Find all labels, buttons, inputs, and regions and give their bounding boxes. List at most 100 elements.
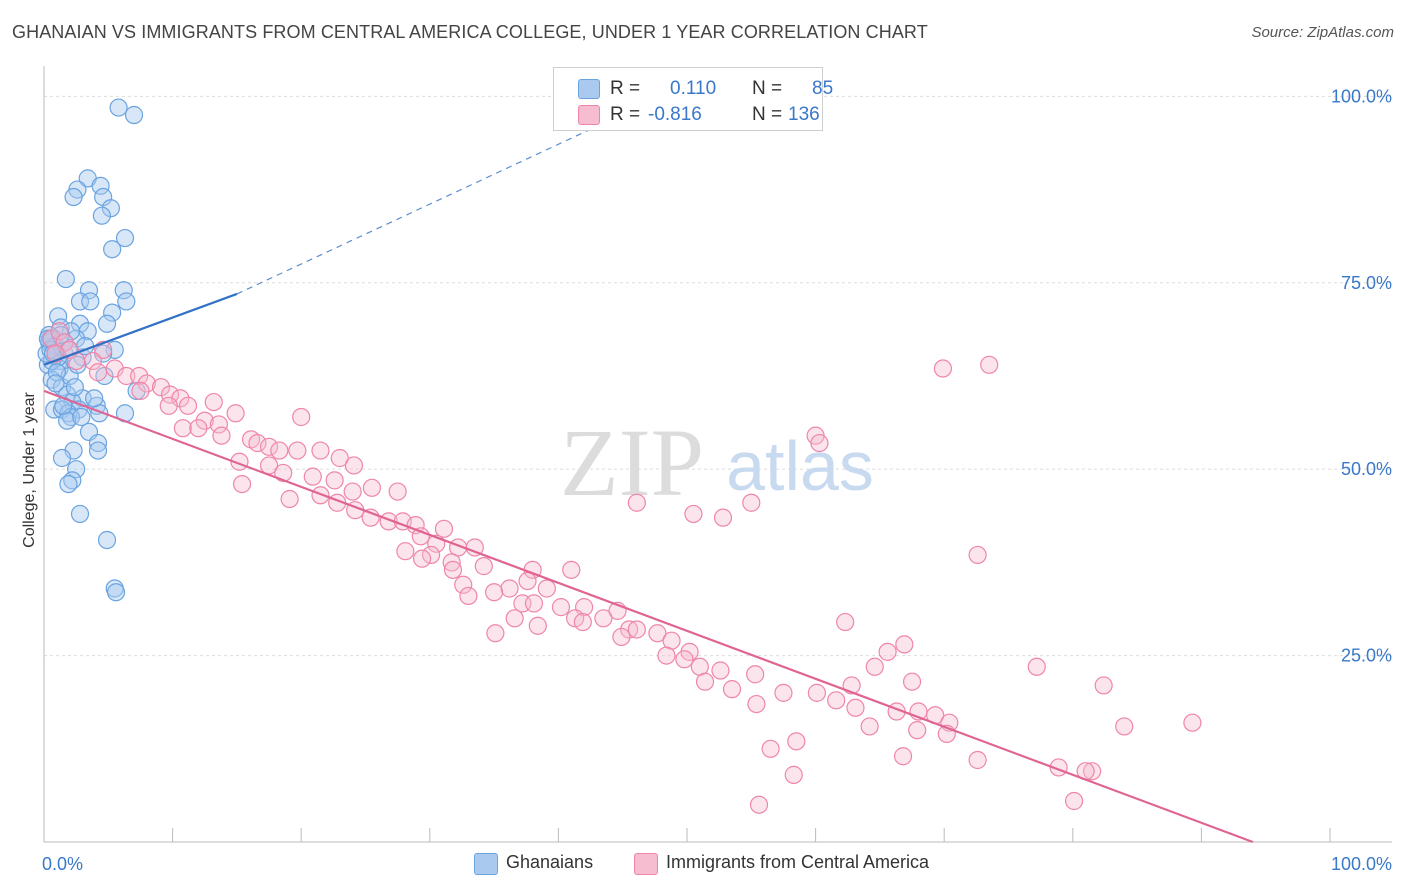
data-point-ghanaian: [88, 433, 108, 453]
legend-n-value-2: 136: [788, 104, 820, 125]
data-point-central-america: [827, 691, 846, 710]
legend-r-value-1: 0.110: [670, 78, 717, 99]
data-point-central-america: [1082, 762, 1102, 781]
data-point-central-america: [344, 456, 364, 475]
data-point-central-america: [1064, 791, 1084, 811]
data-point-ghanaian: [103, 303, 122, 322]
data-point-ghanaian: [81, 292, 100, 311]
data-point-central-america: [836, 612, 855, 632]
data-point-central-america: [627, 493, 646, 512]
data-point-central-america: [774, 683, 793, 702]
data-point-central-america: [562, 560, 581, 579]
legend-r-value-2: -0.816: [648, 104, 702, 125]
data-point-central-america: [908, 721, 927, 740]
data-point-central-america: [518, 571, 537, 591]
data-point-ghanaian: [64, 187, 83, 207]
x-tick-label: 100.0%: [1331, 854, 1392, 874]
data-point-central-america: [742, 493, 761, 512]
data-point-central-america: [459, 586, 478, 606]
data-point-central-america: [620, 620, 639, 639]
data-point-ghanaian: [88, 441, 108, 460]
legend-n-label: N =: [752, 104, 783, 125]
data-point-central-america: [933, 359, 953, 378]
data-point-central-america: [784, 765, 803, 784]
legend-swatch-blue: [474, 853, 498, 875]
data-point-central-america: [311, 441, 330, 460]
legend-swatch-pink: [578, 105, 600, 125]
data-point-central-america: [248, 433, 267, 453]
data-point-ghanaian: [103, 240, 122, 259]
data-point-ghanaian: [52, 448, 72, 468]
data-point-ghanaian: [117, 292, 136, 311]
data-point-central-america: [189, 419, 208, 438]
data-point-central-america: [807, 683, 826, 702]
data-point-central-america: [270, 441, 289, 460]
data-point-central-america: [442, 553, 461, 572]
data-point-ghanaian: [45, 400, 64, 419]
data-point-ghanaian: [65, 378, 84, 397]
data-point-central-america: [746, 665, 765, 684]
data-point-central-america: [747, 694, 766, 714]
data-point-central-america: [684, 504, 703, 524]
data-point-central-america: [486, 624, 505, 643]
data-point-central-america: [434, 519, 454, 538]
data-point-ghanaian: [109, 98, 128, 117]
data-point-central-america: [500, 579, 519, 598]
data-point-central-america: [711, 661, 730, 680]
data-point-central-america: [860, 717, 879, 736]
data-point-central-america: [722, 680, 742, 699]
y-tick-label: 50.0%: [1341, 459, 1392, 479]
y-tick-label: 100.0%: [1331, 86, 1392, 106]
data-point-central-america: [288, 441, 307, 460]
series-central-america-points: [42, 322, 1202, 814]
y-tick-label: 25.0%: [1341, 646, 1392, 666]
data-point-ghanaian: [97, 530, 117, 550]
data-point-central-america: [1027, 657, 1046, 676]
source-label: Source: ZipAtlas.com: [1251, 24, 1394, 41]
data-point-central-america: [846, 698, 865, 717]
data-point-central-america: [259, 437, 279, 456]
data-point-central-america: [209, 415, 228, 434]
data-point-ghanaian: [115, 228, 135, 248]
data-point-central-america: [421, 545, 441, 565]
data-point-central-america: [1115, 717, 1134, 736]
legend-swatch-blue: [578, 79, 600, 99]
legend-r-label: R =: [610, 104, 641, 125]
data-point-central-america: [749, 795, 769, 814]
data-point-central-america: [204, 392, 223, 412]
data-point-central-america: [232, 474, 252, 494]
x-tick-label: 0.0%: [42, 854, 83, 874]
data-point-central-america: [675, 650, 694, 669]
legend-n-label: N =: [752, 78, 783, 99]
data-point-central-america: [787, 732, 806, 751]
data-point-central-america: [537, 579, 556, 598]
data-point-central-america: [878, 642, 897, 661]
data-point-central-america: [131, 381, 150, 400]
data-point-central-america: [178, 396, 198, 415]
data-point-central-america: [226, 404, 245, 423]
data-point-central-america: [980, 355, 999, 374]
data-point-central-america: [88, 363, 108, 382]
data-point-central-america: [396, 542, 415, 561]
data-point-central-america: [968, 750, 987, 770]
data-point-central-america: [505, 609, 524, 628]
trend-line-ghanaians: [43, 292, 238, 366]
watermark-zip: ZIP: [560, 409, 704, 516]
data-point-central-america: [212, 426, 231, 445]
data-point-central-america: [159, 396, 178, 415]
data-point-central-america: [388, 482, 407, 501]
data-point-central-america: [443, 560, 463, 579]
data-point-central-america: [137, 374, 156, 393]
data-point-central-america: [1094, 676, 1113, 695]
data-point-central-america: [657, 646, 676, 665]
data-point-central-america: [968, 545, 987, 565]
data-point-central-america: [573, 612, 592, 632]
data-point-central-america: [303, 467, 322, 486]
data-point-central-america: [612, 627, 631, 647]
data-point-central-america: [528, 616, 547, 635]
data-point-ghanaian: [97, 314, 117, 333]
data-point-central-america: [893, 747, 913, 766]
data-point-ghanaian: [56, 269, 75, 289]
legend-swatch-pink: [634, 853, 658, 875]
